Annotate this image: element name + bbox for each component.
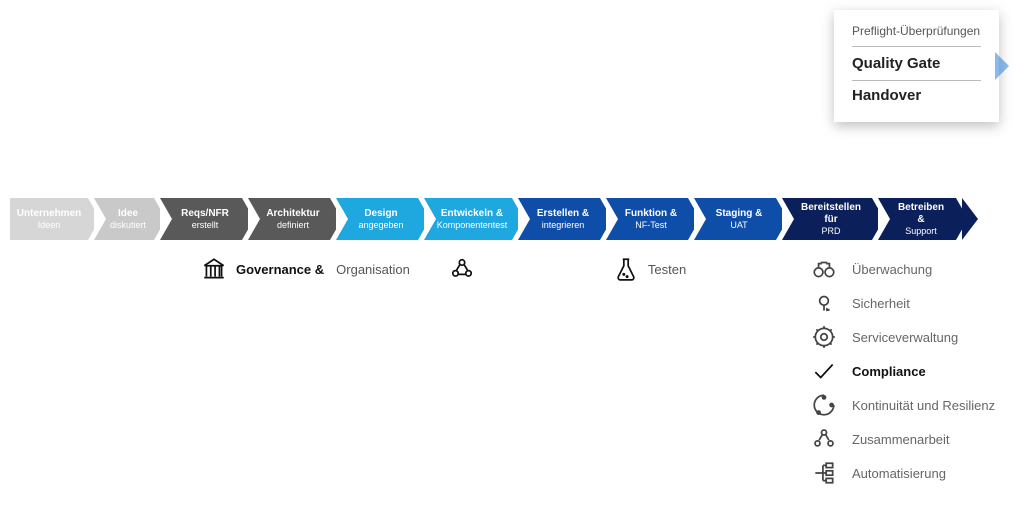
category-item: Automatisierung [810, 459, 995, 487]
testen-icon [612, 255, 640, 283]
flow-stage: Entwickeln &Komponententest [424, 198, 512, 240]
category-label: Zusammenarbeit [852, 432, 950, 447]
category-label: Überwachung [852, 262, 932, 277]
category-list: Überwachung Sicherheit Serviceverwaltung Co… [810, 255, 995, 487]
check-icon [810, 357, 838, 385]
category-item: Sicherheit [810, 289, 995, 317]
keyhole-icon [810, 289, 838, 317]
flow-stage-sub: erstellt [192, 220, 219, 231]
flow-stage: Designangegeben [336, 198, 418, 240]
testen-label: Testen [648, 262, 686, 277]
flow-stage: UnternehmenIdeen [10, 198, 88, 240]
governance-label: Governance & [236, 262, 324, 277]
callout-arrow-icon [995, 52, 1009, 80]
flow-stage-title: Erstellen & [537, 208, 589, 220]
flow-stage: Bereitstellen fürPRD [782, 198, 872, 240]
flow-stage-title: Staging & [716, 208, 763, 220]
flow-stage-title: Design [364, 208, 397, 220]
flow-stage: Staging &UAT [694, 198, 776, 240]
flow-stage-sub: PRD [821, 226, 840, 237]
callout-quality-gate: Quality Gate [852, 46, 981, 81]
governance-icon [200, 255, 228, 283]
category-item: Überwachung [810, 255, 995, 283]
category-label: Automatisierung [852, 466, 946, 481]
organisation-label: Organisation [336, 262, 410, 277]
flow-stage-title: Bereitstellen für [798, 202, 864, 226]
category-item: Kontinuität und Resilienz [810, 391, 995, 419]
flow-stage-title: Idee [118, 208, 138, 220]
team-icon [810, 425, 838, 453]
flow-stage-sub: definiert [277, 220, 309, 231]
category-label: Sicherheit [852, 296, 910, 311]
flow-stage-sub: UAT [730, 220, 747, 231]
category-item: Compliance [810, 357, 995, 385]
flow-stage-sub: Ideen [38, 220, 61, 231]
callout-header: Preflight-Überprüfungen [852, 24, 981, 38]
cycle-icon [810, 391, 838, 419]
organisation-icon [448, 255, 476, 283]
flow-stage: Reqs/NFRerstellt [160, 198, 242, 240]
flow-stage-sub: diskutiert [110, 220, 146, 231]
category-item: Zusammenarbeit [810, 425, 995, 453]
flow-stage-title: Architektur [266, 208, 319, 220]
category-item: Serviceverwaltung [810, 323, 995, 351]
process-flow: UnternehmenIdeenIdeediskutiertReqs/NFRer… [10, 198, 1024, 240]
category-label: Kontinuität und Resilienz [852, 398, 995, 413]
flow-stage: Ideediskutiert [94, 198, 154, 240]
flow-stage-title: Unternehmen [17, 208, 81, 220]
flow-stage-sub: integrieren [542, 220, 585, 231]
flow-stage-sub: Support [905, 226, 937, 237]
flow-stage: Betreiben &Support [878, 198, 956, 240]
category-label: Compliance [852, 364, 926, 379]
flow-stage-title: Reqs/NFR [181, 208, 229, 220]
flow-stage: Funktion &NF-Test [606, 198, 688, 240]
flow-icon [810, 459, 838, 487]
flow-stage: Architekturdefiniert [248, 198, 330, 240]
flow-stage-title: Entwickeln & [441, 208, 503, 220]
binoculars-icon [810, 255, 838, 283]
gear-ring-icon [810, 323, 838, 351]
flow-stage-title: Funktion & [625, 208, 677, 220]
flow-stage-title: Betreiben & [894, 202, 948, 226]
flow-stage-sub: NF-Test [635, 220, 667, 231]
flow-stage-sub: angegeben [358, 220, 403, 231]
preflight-callout: Preflight-Überprüfungen Quality Gate Han… [834, 10, 999, 122]
category-label: Serviceverwaltung [852, 330, 958, 345]
flow-stage: Erstellen &integrieren [518, 198, 600, 240]
callout-handover: Handover [852, 87, 981, 104]
flow-stage-sub: Komponententest [437, 220, 508, 231]
